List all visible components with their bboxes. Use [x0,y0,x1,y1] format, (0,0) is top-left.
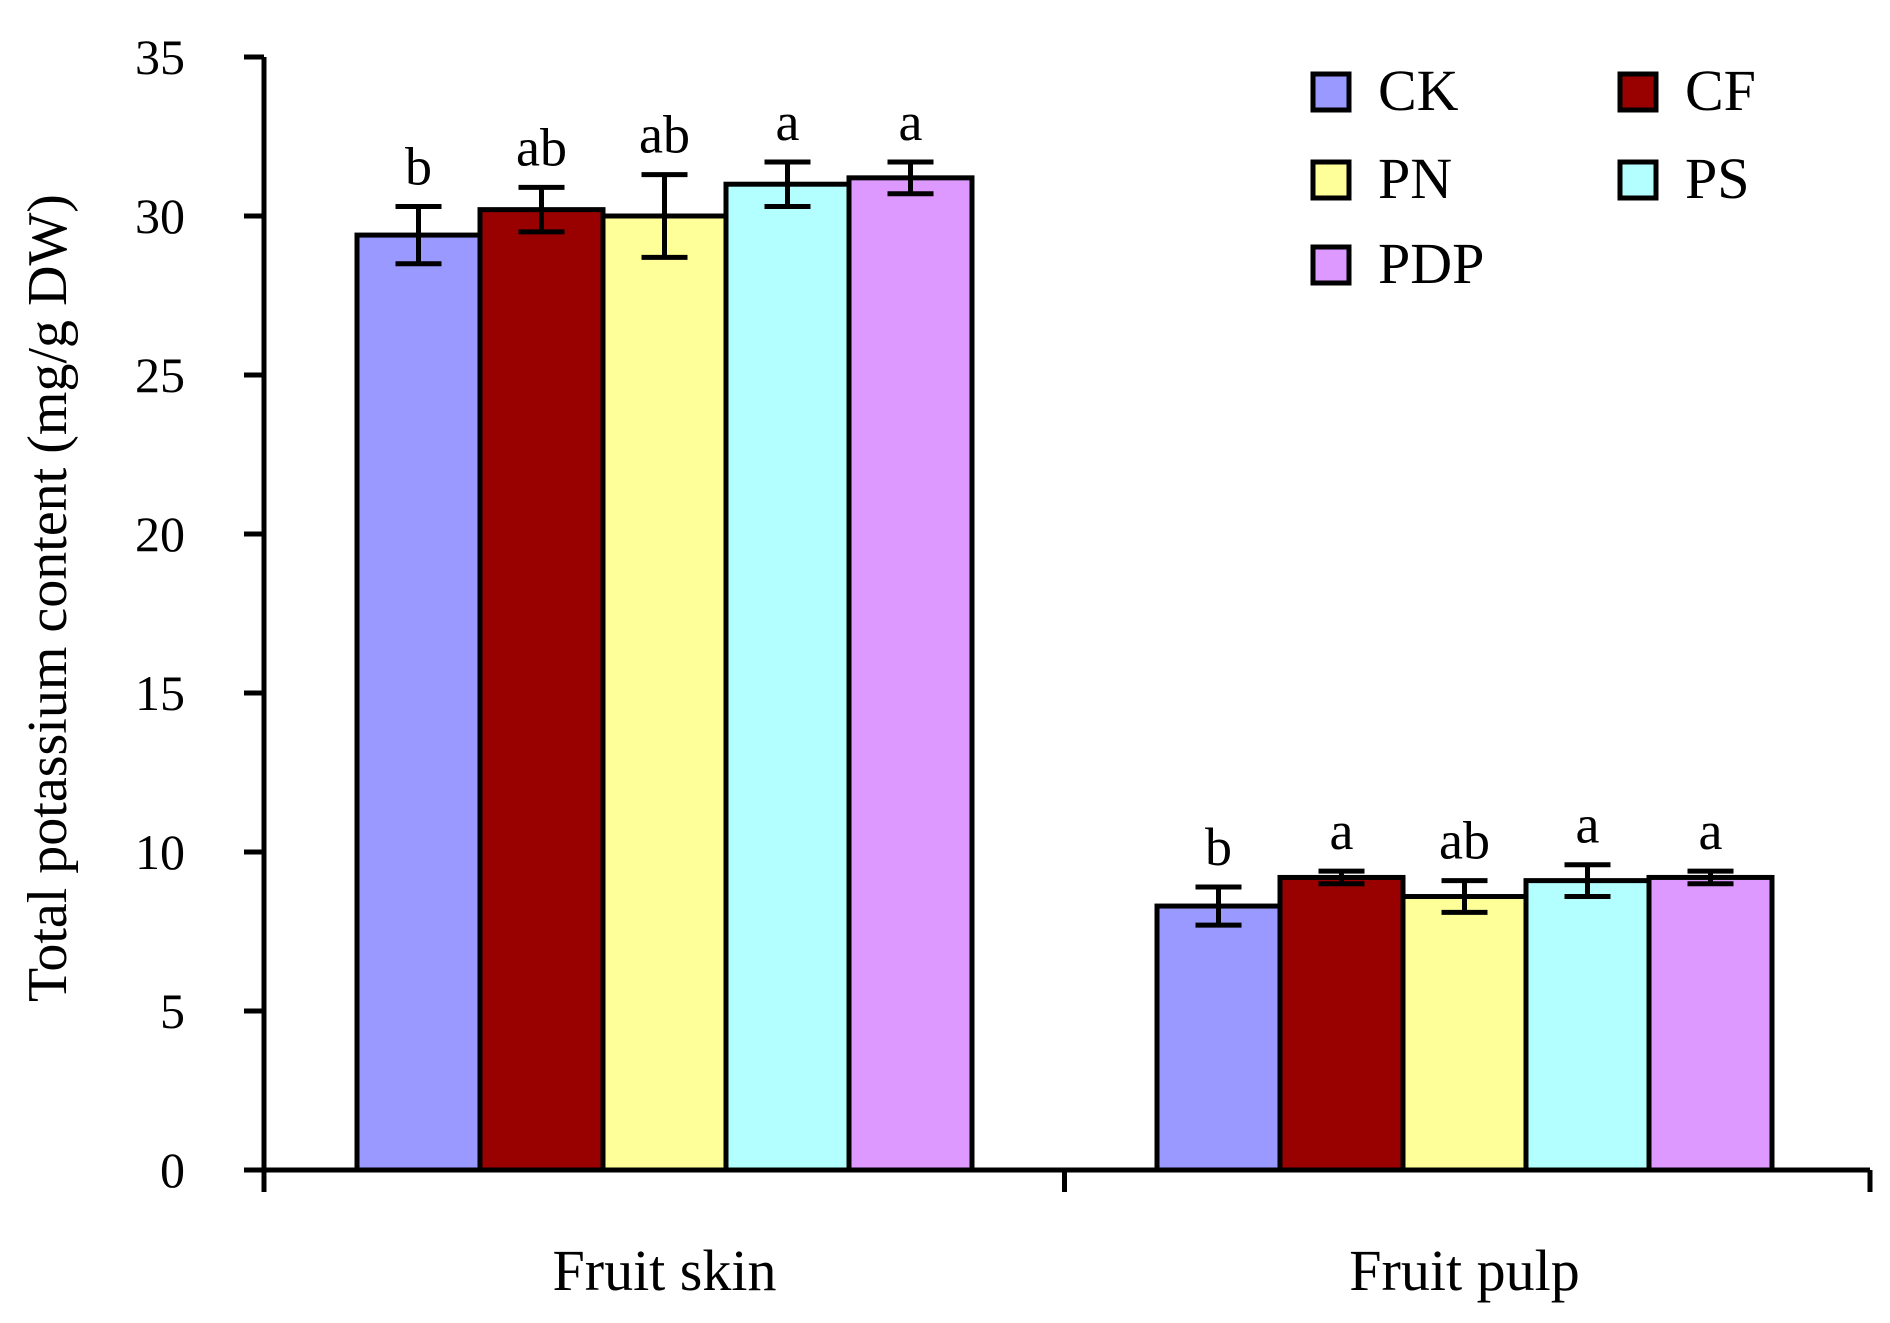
bar-cf-0 [477,207,606,1173]
legend-item-ps: PS [1617,146,1750,211]
legend-label-cf: CF [1685,58,1756,123]
y-tick-label: 30 [135,188,185,244]
y-tick-label: 15 [135,665,185,721]
y-tick-label: 10 [135,824,185,880]
significance-label-ps-0: a [776,92,800,152]
y-tick-label: 20 [135,506,185,562]
significance-label-ck-1: b [1205,817,1232,877]
error-bar-ps-1 [1564,862,1611,900]
legend-label-ps: PS [1685,146,1750,211]
error-bar-cf-1 [1318,868,1365,887]
legend-swatch-cf [1617,71,1659,113]
significance-label-cf-1: a [1330,801,1354,861]
legend-swatch-pn [1310,159,1352,201]
significance-label-cf-0: ab [516,117,567,177]
significance-label-pdp-0: a [899,92,923,152]
bar-pn-1 [1400,894,1529,1173]
error-bar-pn-0 [641,172,688,260]
y-tick-label: 35 [135,29,185,85]
bar-ps-0 [723,181,852,1173]
significance-label-ps-1: a [1576,795,1600,855]
legend-item-cf: CF [1617,58,1756,123]
x-tick-label-0: Fruit skin [553,1238,777,1303]
error-bar-pn-1 [1441,878,1488,915]
y-axis-label: Total potassium content (mg/g DW) [17,194,79,1002]
legend-item-ck: CK [1310,58,1459,123]
significance-label-pn-0: ab [639,105,690,165]
legend-swatch-ps [1617,159,1659,201]
bar-cf-1 [1277,874,1406,1173]
legend-label-pdp: PDP [1378,231,1484,296]
legend-swatch-pdp [1310,244,1352,286]
x-tick-label-1: Fruit pulp [1349,1238,1579,1303]
legend-label-ck: CK [1378,58,1459,123]
error-bar-ck-0 [395,203,442,267]
bar-pn-0 [600,213,729,1173]
error-bar-ps-0 [764,159,811,209]
bar-pdp-0 [846,175,975,1173]
y-tick-label: 0 [160,1142,185,1198]
legend-item-pn: PN [1310,146,1452,211]
bar-ps-1 [1523,878,1652,1173]
legend-swatch-ck [1310,71,1352,113]
bar-pdp-1 [1646,874,1775,1173]
y-tick-label: 25 [135,347,185,403]
significance-label-ck-0: b [405,136,432,196]
legend: CK CF PN PS PDP [1310,58,1756,296]
bar-ck-1 [1154,903,1283,1173]
error-bar-ck-1 [1195,884,1242,928]
legend-item-pdp: PDP [1310,231,1484,296]
error-bar-cf-0 [518,184,565,235]
bar-ck-0 [354,232,483,1173]
error-bar-pdp-1 [1687,868,1734,887]
legend-label-pn: PN [1378,146,1452,211]
significance-label-pn-1: ab [1439,811,1490,871]
plot-area: b ab ab a a Fruit skin b a ab a a Fruit pulp 0 5 10 15 2… [135,29,1873,1303]
y-tick-label: 5 [160,983,185,1039]
error-bar-pdp-0 [887,159,934,197]
significance-label-pdp-1: a [1699,801,1723,861]
